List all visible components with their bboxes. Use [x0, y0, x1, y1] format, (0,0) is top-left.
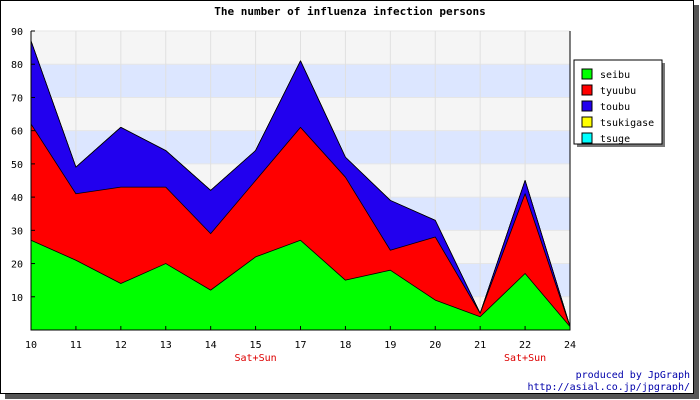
- legend-label-tsukigase: tsukigase: [600, 118, 654, 129]
- footer-produced-by: produced by JpGraph: [576, 370, 690, 381]
- x-tick-label: 17: [294, 340, 306, 351]
- x-sublabel: Sat+Sun: [504, 353, 546, 364]
- x-tick-label: 12: [115, 340, 127, 351]
- x-tick-label: 20: [429, 340, 441, 351]
- y-tick-label: 10: [11, 293, 23, 304]
- y-tick-label: 40: [11, 193, 23, 204]
- x-tick-labels: 10 11 12 13 14 15 17 18 19 20 21 22 24 Sat+Sun Sat+Sun: [25, 340, 576, 364]
- x-sublabel: Sat+Sun: [235, 353, 277, 364]
- legend-swatch-tyuubu: [581, 84, 593, 96]
- legend-swatch-tsukigase: [581, 116, 593, 128]
- x-tick-label: 10: [25, 340, 37, 351]
- y-tick-label: 90: [11, 27, 23, 38]
- x-tick-label: 13: [160, 340, 172, 351]
- x-tick-label: 15: [250, 340, 262, 351]
- chart-title: The number of influenza infection person…: [214, 5, 486, 18]
- frame-shadow-right: [694, 5, 699, 399]
- x-tick-label: 22: [519, 340, 531, 351]
- legend-swatch-toubu: [581, 100, 593, 112]
- legend-label-tsuge: tsuge: [600, 134, 630, 145]
- y-tick-label: 30: [11, 226, 23, 237]
- footer-url: http://asial.co.jp/jpgraph/: [527, 382, 690, 393]
- x-tick-label: 19: [384, 340, 396, 351]
- x-tick-label: 21: [474, 340, 486, 351]
- axes: [30, 30, 571, 331]
- legend-label-toubu: toubu: [600, 102, 630, 113]
- stacked-areas: [30, 40, 571, 331]
- y-tick-label: 20: [11, 260, 23, 271]
- y-tick-label: 80: [11, 60, 23, 71]
- x-tick-label: 11: [70, 340, 82, 351]
- x-tick-label: 24: [564, 340, 576, 351]
- legend: seibu tyuubu toubu tsukigase tsuge: [573, 59, 665, 147]
- area-seibu: [30, 239, 571, 331]
- legend-swatch-seibu: [581, 68, 593, 80]
- legend-label-tyuubu: tyuubu: [600, 86, 636, 97]
- frame-shadow-bottom: [5, 394, 699, 399]
- x-tick-label: 18: [339, 340, 351, 351]
- legend-label-seibu: seibu: [600, 70, 630, 81]
- y-tick-label: 50: [11, 160, 23, 171]
- legend-swatch-tsuge: [581, 132, 593, 144]
- y-tick-label: 70: [11, 93, 23, 104]
- y-tick-labels: 10 20 30 40 50 60 70 80 90: [11, 27, 23, 304]
- y-tick-label: 60: [11, 127, 23, 138]
- x-tick-label: 14: [205, 340, 217, 351]
